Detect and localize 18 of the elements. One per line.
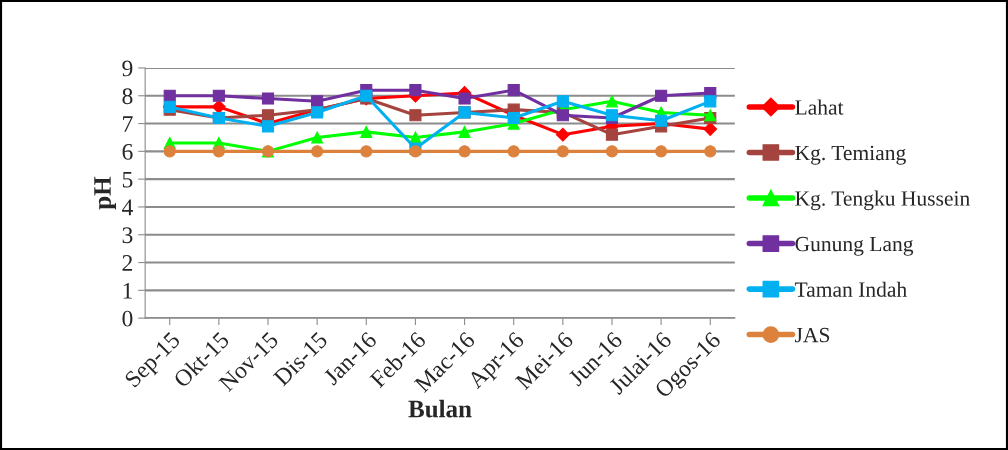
legend-label: Kg. Temiang	[795, 145, 906, 165]
y-tick-label: 8	[122, 88, 133, 105]
y-tick-label: 4	[122, 199, 133, 216]
legend-label: Taman Indah	[794, 281, 907, 297]
legend-label: JAS	[795, 327, 830, 343]
y-tick-label: 2	[122, 255, 133, 271]
x-axis-title: Bulan	[408, 399, 472, 418]
y-tick-label: 0	[122, 310, 133, 327]
y-tick-label: 3	[122, 227, 133, 244]
y-tick-label: 6	[122, 143, 133, 160]
y-tick-label: 7	[123, 116, 133, 132]
legend-label: Lahat	[795, 99, 844, 115]
legend-label: Kg. Tengku Hussein	[795, 190, 970, 211]
y-tick-label: 1	[123, 282, 132, 299]
legend-label: Gunung Lang	[795, 236, 914, 256]
y-axis-title: pH	[94, 176, 116, 210]
y-tick-label: 5	[122, 171, 133, 188]
y-tick-label: 9	[122, 60, 133, 77]
